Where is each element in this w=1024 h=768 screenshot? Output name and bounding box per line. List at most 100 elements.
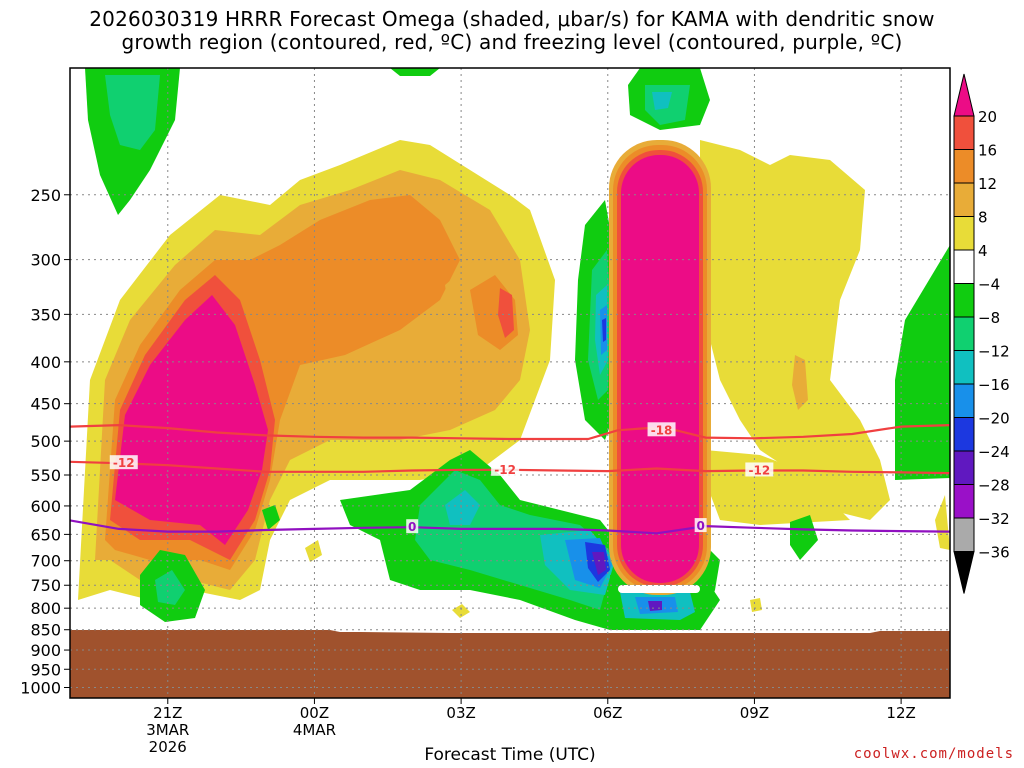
omega-shading xyxy=(70,68,950,698)
colorbar-segment xyxy=(953,417,975,452)
y-tick-label: 1000 xyxy=(20,678,61,697)
contour-label-bg xyxy=(694,518,707,533)
x-tick-date: 3MAR xyxy=(146,721,189,739)
colorbar: 20 16 12 8 4 −4 −8 −12 −16 −20 −24 −28 −32 −36 xyxy=(953,73,1010,594)
omega-region-yellow-right xyxy=(700,140,890,520)
omega-region-cyan-top-right xyxy=(652,92,672,110)
omega-region-darkblue-precore xyxy=(602,318,606,342)
y-tick-label: 400 xyxy=(30,353,61,372)
x-tick-label: 09Z xyxy=(740,704,769,722)
colorbar-segment xyxy=(953,517,975,552)
omega-region-purple-undercore xyxy=(648,601,662,611)
omega-region-yellow-right-lower xyxy=(705,450,850,525)
omega-region-yellow-cell-09z xyxy=(750,598,762,612)
y-tick-label: 300 xyxy=(30,251,61,270)
y-tick-label: 850 xyxy=(30,621,61,640)
y-axis: 2503003504004505005506006507007508008509… xyxy=(20,186,70,697)
x-tick-label: 21Z xyxy=(153,704,182,722)
colorbar-label: −12 xyxy=(978,343,1010,361)
omega-region-red-center xyxy=(498,288,514,338)
colorbar-label: 12 xyxy=(978,175,997,193)
colorbar-segment xyxy=(953,316,975,351)
x-tick-date: 4MAR xyxy=(293,721,336,739)
grid-lines xyxy=(70,68,950,698)
colorbar-label: −20 xyxy=(978,410,1010,428)
omega-region-yellow-cell-03z xyxy=(452,604,470,618)
x-tick-label: 03Z xyxy=(446,704,475,722)
colorbar-label: −8 xyxy=(978,309,1000,327)
chart-title: 2026030319 HRRR Forecast Omega (shaded, … xyxy=(0,8,1024,54)
colorbar-segment xyxy=(953,149,975,184)
y-tick-label: 950 xyxy=(30,660,61,679)
omega-region-purple-lower xyxy=(592,552,606,575)
title-line-2: growth region (contoured, red, ºC) and f… xyxy=(121,30,903,54)
colorbar-segment xyxy=(953,216,975,251)
omega-region-green-cell-09z xyxy=(790,515,818,560)
omega-region-cyan-lower xyxy=(445,490,480,525)
contour-label-bg xyxy=(491,461,520,476)
colorbar-segment xyxy=(953,350,975,385)
contour-label: -12 xyxy=(113,456,135,470)
x-tick-year: 2026 xyxy=(149,738,187,756)
omega-region-green-cell-00z xyxy=(262,505,280,530)
x-tick-label: 06Z xyxy=(593,704,622,722)
y-tick-label: 700 xyxy=(30,552,61,571)
colorbar-label: −28 xyxy=(978,477,1010,495)
contour-label-bg xyxy=(745,462,774,477)
title-line-1: 2026030319 HRRR Forecast Omega (shaded, … xyxy=(89,7,935,31)
colorbar-bottom-arrow xyxy=(953,551,975,594)
colorbar-label: 20 xyxy=(978,108,997,126)
contour-label: -12 xyxy=(494,463,516,477)
colorbar-label: 16 xyxy=(978,142,997,160)
omega-region-green-right-edge xyxy=(895,245,950,480)
colorbar-top-arrow xyxy=(953,73,975,117)
x-tick-label: 00Z xyxy=(300,704,329,722)
contour-label-bg xyxy=(647,422,676,437)
omega-region-teal-topleft xyxy=(105,75,160,150)
contour-line xyxy=(70,519,950,535)
y-tick-label: 450 xyxy=(30,395,61,414)
x-axis-label: Forecast Time (UTC) xyxy=(424,745,596,765)
y-tick-label: 600 xyxy=(30,497,61,516)
colorbar-label: −32 xyxy=(978,510,1010,528)
y-tick-label: 350 xyxy=(30,305,61,324)
y-tick-label: 250 xyxy=(30,186,61,205)
colorbar-segment xyxy=(953,283,975,318)
y-tick-label: 750 xyxy=(30,576,61,595)
colorbar-label: −4 xyxy=(978,276,1000,294)
contour-label-bg xyxy=(109,455,138,470)
credit-text: coolwx.com/models xyxy=(853,746,1014,762)
colorbar-label: −36 xyxy=(978,544,1010,562)
colorbar-segment xyxy=(953,383,975,418)
colorbar-segment xyxy=(953,484,975,519)
y-tick-label: 650 xyxy=(30,525,61,544)
y-tick-label: 550 xyxy=(30,466,61,485)
contour-label-bg xyxy=(406,519,419,534)
contour-label: 0 xyxy=(696,519,704,533)
y-tick-label: 900 xyxy=(30,641,61,660)
terrain-fill xyxy=(70,630,950,698)
omega-core-gap xyxy=(618,585,700,593)
y-tick-label: 500 xyxy=(30,432,61,451)
colorbar-segment xyxy=(953,182,975,217)
omega-core-magenta xyxy=(621,155,699,583)
omega-region-yellow-right-edge xyxy=(935,495,950,550)
contour-label: -18 xyxy=(651,423,673,437)
x-tick-label: 12Z xyxy=(886,704,915,722)
colorbar-segment xyxy=(953,249,975,284)
y-tick-label: 800 xyxy=(30,599,61,618)
colorbar-label: −16 xyxy=(978,376,1010,394)
omega-region-gold-right xyxy=(792,355,808,410)
contour-lines: -18 -12 -12 -12 0 0 xyxy=(70,422,950,535)
contour-label: -12 xyxy=(748,463,770,477)
contour-label: 0 xyxy=(408,520,416,534)
plot-frame xyxy=(69,67,951,699)
omega-region-teal-cell-21z xyxy=(155,570,185,605)
omega-region-green-top-center xyxy=(390,68,440,76)
colorbar-label: −24 xyxy=(978,443,1010,461)
omega-region-magenta-left xyxy=(115,295,268,545)
contour-line xyxy=(70,423,950,441)
